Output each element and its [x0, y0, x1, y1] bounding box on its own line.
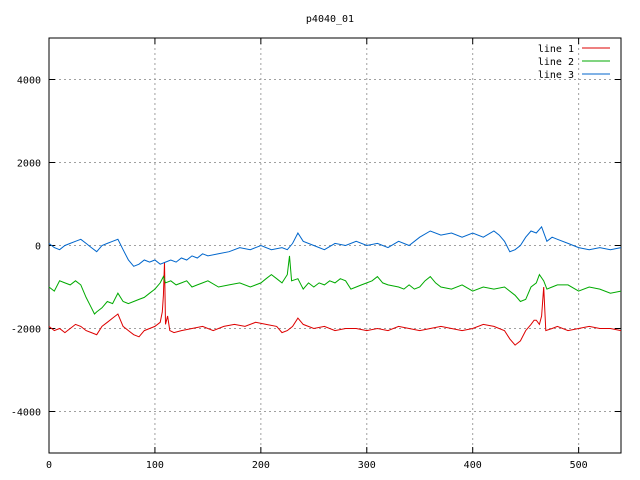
grid-lines — [49, 38, 621, 453]
y-tick-label: -2000 — [11, 325, 41, 336]
x-tick-label: 300 — [358, 460, 376, 471]
x-tick-label: 500 — [570, 460, 588, 471]
x-tick-label: 0 — [46, 460, 52, 471]
x-tick-label: 400 — [464, 460, 482, 471]
legend-label: line 3 — [538, 70, 574, 81]
y-tick-label: 2000 — [17, 159, 41, 170]
y-tick-label: 0 — [35, 242, 41, 253]
series-line-1 — [48, 262, 622, 346]
y-tick-label: -4000 — [11, 408, 41, 419]
x-tick-label: 100 — [146, 460, 164, 471]
chart-title: p4040_01 — [306, 14, 354, 25]
series-lines — [48, 225, 622, 346]
series-line-3 — [48, 225, 622, 267]
legend: line 1 line 2 line 3 — [538, 44, 610, 81]
series-line-2 — [48, 255, 622, 315]
y-tick-label: 4000 — [17, 76, 41, 87]
legend-label: line 1 — [538, 44, 574, 55]
x-tick-label: 200 — [252, 460, 270, 471]
axes: 0 100 200 300 400 500 -4000 -2000 0 2000 4000 — [11, 37, 622, 471]
legend-label: line 2 — [538, 57, 574, 68]
